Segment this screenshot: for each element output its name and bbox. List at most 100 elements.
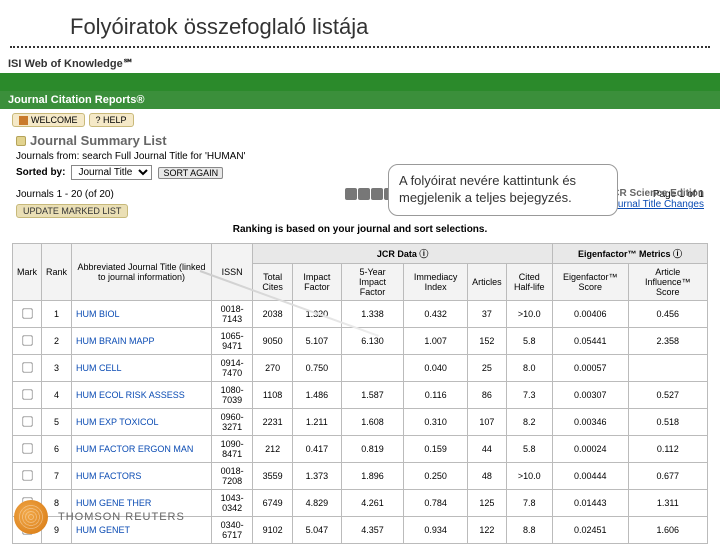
footer-brand: THOMSON REUTERS — [58, 511, 185, 523]
mark-checkbox[interactable] — [22, 470, 32, 480]
update-marked-button[interactable]: UPDATE MARKED LIST — [16, 204, 128, 218]
issn-cell: 1090-8471 — [212, 436, 253, 463]
art-cell: 86 — [468, 382, 507, 409]
impact-cell: 0.750 — [292, 355, 341, 382]
journal-link[interactable]: HUM FACTOR ERGON MAN — [76, 444, 193, 454]
hl-cell: 7.8 — [506, 490, 552, 517]
isi-brand-bar: ISI Web of Knowledge℠ — [0, 54, 720, 73]
impact-cell: 5.107 — [292, 328, 341, 355]
rank-cell: 2 — [42, 328, 72, 355]
fyif-cell: 1.896 — [341, 463, 403, 490]
step-prev-icon[interactable] — [371, 188, 383, 200]
fyif-cell: 1.587 — [341, 382, 403, 409]
col-group-eigen: Eigenfactor™ Metrics ⓘ — [552, 244, 707, 264]
imm-cell: 0.310 — [404, 409, 468, 436]
issn-cell: 0960-3271 — [212, 409, 253, 436]
infl-cell: 0.518 — [628, 409, 707, 436]
journal-link[interactable]: HUM BIOL — [76, 309, 120, 319]
imm-cell: 0.784 — [404, 490, 468, 517]
art-cell: 44 — [468, 436, 507, 463]
journal-link[interactable]: HUM ECOL RISK ASSESS — [76, 390, 185, 400]
imm-cell: 0.432 — [404, 301, 468, 328]
summary-title-row: Journal Summary List — [0, 131, 720, 150]
issn-cell: 0018-7143 — [212, 301, 253, 328]
issn-cell: 0340-6717 — [212, 517, 253, 544]
sort-select[interactable]: Journal Title — [71, 165, 152, 180]
mark-cell[interactable] — [13, 409, 42, 436]
eigen-cell: 0.00307 — [552, 382, 628, 409]
journal-link[interactable]: HUM BRAIN MAPP — [76, 336, 155, 346]
journals-count: Journals 1 - 20 (of 20) — [16, 189, 114, 200]
home-icon — [19, 116, 28, 125]
mark-cell[interactable] — [13, 328, 42, 355]
journals-from: Journals from: search Full Journal Title… — [0, 150, 720, 163]
hl-cell: >10.0 — [506, 463, 552, 490]
col-art: Articles — [468, 264, 507, 301]
total-cell: 2231 — [253, 409, 293, 436]
impact-cell: 0.417 — [292, 436, 341, 463]
fyif-cell: 4.261 — [341, 490, 403, 517]
thomson-reuters-logo-icon — [14, 500, 48, 534]
imm-cell: 0.159 — [404, 436, 468, 463]
infl-cell: 0.527 — [628, 382, 707, 409]
mark-cell[interactable] — [13, 463, 42, 490]
imm-cell: 0.934 — [404, 517, 468, 544]
col-hl: Cited Half-life — [506, 264, 552, 301]
help-button[interactable]: ? HELP — [89, 113, 134, 127]
col-rank: Rank — [42, 244, 72, 301]
rank-cell: 3 — [42, 355, 72, 382]
impact-cell: 1.373 — [292, 463, 341, 490]
table-row: 7HUM FACTORS0018-720835591.3731.8960.250… — [13, 463, 708, 490]
art-cell: 107 — [468, 409, 507, 436]
infl-cell: 0.112 — [628, 436, 707, 463]
col-issn: ISSN — [212, 244, 253, 301]
issn-cell: 0018-7208 — [212, 463, 253, 490]
journal-link[interactable]: HUM EXP TOXICOL — [76, 417, 159, 427]
mark-checkbox[interactable] — [22, 308, 32, 318]
title-changes-link[interactable]: Journal Title Changes — [607, 199, 704, 210]
eigen-cell: 0.00057 — [552, 355, 628, 382]
table-row: 1HUM BIOL0018-714320381.3201.3380.43237>… — [13, 301, 708, 328]
total-cell: 9050 — [253, 328, 293, 355]
infl-cell — [628, 355, 707, 382]
table-row: 6HUM FACTOR ERGON MAN1090-84712120.4170.… — [13, 436, 708, 463]
sorted-by-label: Sorted by: — [16, 167, 65, 178]
hl-cell: 7.3 — [506, 382, 552, 409]
toolbar: WELCOME ? HELP — [0, 109, 720, 131]
issn-cell: 1043-0342 — [212, 490, 253, 517]
hl-cell: >10.0 — [506, 301, 552, 328]
mark-cell[interactable] — [13, 382, 42, 409]
col-imm: Immediacy Index — [404, 264, 468, 301]
mark-checkbox[interactable] — [22, 416, 32, 426]
col-impact: Impact Factor — [292, 264, 341, 301]
mark-cell[interactable] — [13, 301, 42, 328]
art-cell: 125 — [468, 490, 507, 517]
welcome-label: WELCOME — [31, 115, 78, 125]
welcome-button[interactable]: WELCOME — [12, 113, 85, 127]
mark-checkbox[interactable] — [22, 335, 32, 345]
hl-cell: 8.2 — [506, 409, 552, 436]
mark-checkbox[interactable] — [22, 362, 32, 372]
prev-page-icon[interactable] — [358, 188, 370, 200]
mark-checkbox[interactable] — [22, 443, 32, 453]
ranking-note: Ranking is based on your journal and sor… — [0, 220, 720, 239]
hl-cell: 5.8 — [506, 436, 552, 463]
mark-cell[interactable] — [13, 355, 42, 382]
hl-cell: 8.0 — [506, 355, 552, 382]
col-infl: Article Influence™ Score — [628, 264, 707, 301]
infl-cell: 2.358 — [628, 328, 707, 355]
results-table: Mark Rank Abbreviated Journal Title (lin… — [12, 243, 708, 544]
mark-cell[interactable] — [13, 436, 42, 463]
first-page-icon[interactable] — [345, 188, 357, 200]
sort-again-button[interactable]: SORT AGAIN — [158, 167, 223, 179]
infl-cell: 0.456 — [628, 301, 707, 328]
journal-link[interactable]: HUM FACTORS — [76, 471, 141, 481]
fyif-cell: 6.130 — [341, 328, 403, 355]
hl-cell: 5.8 — [506, 328, 552, 355]
total-cell: 1108 — [253, 382, 293, 409]
issn-cell: 1065-9471 — [212, 328, 253, 355]
slide-title: Folyóiratok összefoglaló listája — [0, 0, 720, 44]
mark-checkbox[interactable] — [22, 389, 32, 399]
infl-cell: 1.311 — [628, 490, 707, 517]
journal-link[interactable]: HUM CELL — [76, 363, 122, 373]
